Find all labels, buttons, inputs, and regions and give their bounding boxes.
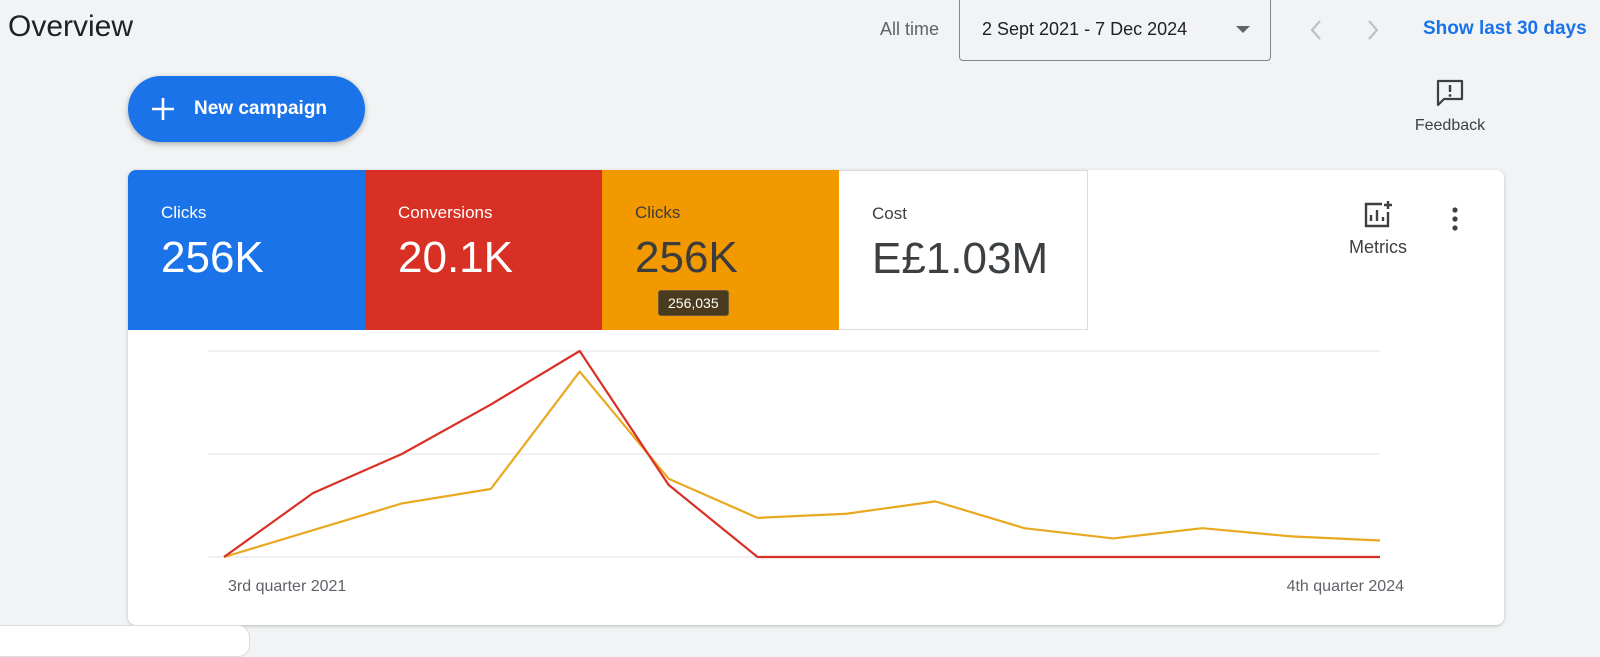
date-range-value: 2 Sept 2021 - 7 Dec 2024 xyxy=(982,19,1188,39)
show-last-30-days-link[interactable]: Show last 30 days xyxy=(1423,18,1587,39)
tile-label: Cost xyxy=(872,204,907,223)
range-label: All time xyxy=(880,19,940,39)
new-campaign-label: New campaign xyxy=(194,98,328,119)
chevron-right-icon xyxy=(1368,20,1379,40)
new-campaign-button[interactable]: New campaign xyxy=(128,76,365,142)
metrics-label: Metrics xyxy=(1349,237,1407,257)
tile-value: 256K xyxy=(161,233,264,282)
page-title: Overview xyxy=(8,10,134,43)
metric-tile-clicks[interactable]: Clicks 256K xyxy=(128,170,365,330)
more-options-button[interactable] xyxy=(1443,204,1467,234)
tile-value: 256K xyxy=(635,233,738,282)
previous-period-button[interactable] xyxy=(1300,14,1332,46)
dropdown-caret-icon xyxy=(1236,26,1250,33)
value-tooltip: 256,035 xyxy=(658,290,729,316)
date-range-select[interactable]: 2 Sept 2021 - 7 Dec 2024 xyxy=(959,0,1271,61)
series-line xyxy=(223,349,1380,559)
performance-chart: 3rd quarter 2021 4th quarter 2024 xyxy=(208,349,1405,595)
x-axis-label-start: 3rd quarter 2021 xyxy=(228,578,346,595)
metric-tile-conversions[interactable]: Conversions 20.1K xyxy=(365,170,602,330)
tile-label: Conversions xyxy=(398,203,493,222)
x-axis-label-end: 4th quarter 2024 xyxy=(1287,578,1405,595)
tile-value: E£1.03M xyxy=(872,234,1049,283)
overview-card: Clicks 256K Conversions 20.1K Clicks 256… xyxy=(128,170,1504,625)
tile-value: 20.1K xyxy=(398,233,513,282)
chevron-left-icon xyxy=(1310,20,1321,40)
series-line xyxy=(223,370,1381,559)
metric-tile-cost[interactable]: Cost E£1.03M xyxy=(839,170,1088,330)
feedback-label: Feedback xyxy=(1414,117,1486,134)
next-period-button[interactable] xyxy=(1357,14,1389,46)
bottom-panel-tab[interactable] xyxy=(0,625,250,657)
plus-icon xyxy=(152,98,174,120)
feedback-button[interactable]: Feedback xyxy=(1405,78,1495,135)
tile-label: Clicks xyxy=(635,203,681,222)
add-chart-icon xyxy=(1364,201,1392,228)
feedback-icon xyxy=(1436,79,1464,107)
tile-label: Clicks xyxy=(161,203,207,222)
more-vert-icon xyxy=(1452,207,1458,231)
metrics-button[interactable]: Metrics xyxy=(1338,200,1418,258)
